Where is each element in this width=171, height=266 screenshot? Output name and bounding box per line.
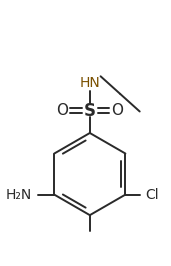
Text: HN: HN [80,76,100,90]
Text: H₂N: H₂N [5,188,32,202]
Text: S: S [84,102,96,119]
Text: O: O [56,103,68,118]
Text: O: O [111,103,123,118]
Text: Cl: Cl [145,188,159,202]
